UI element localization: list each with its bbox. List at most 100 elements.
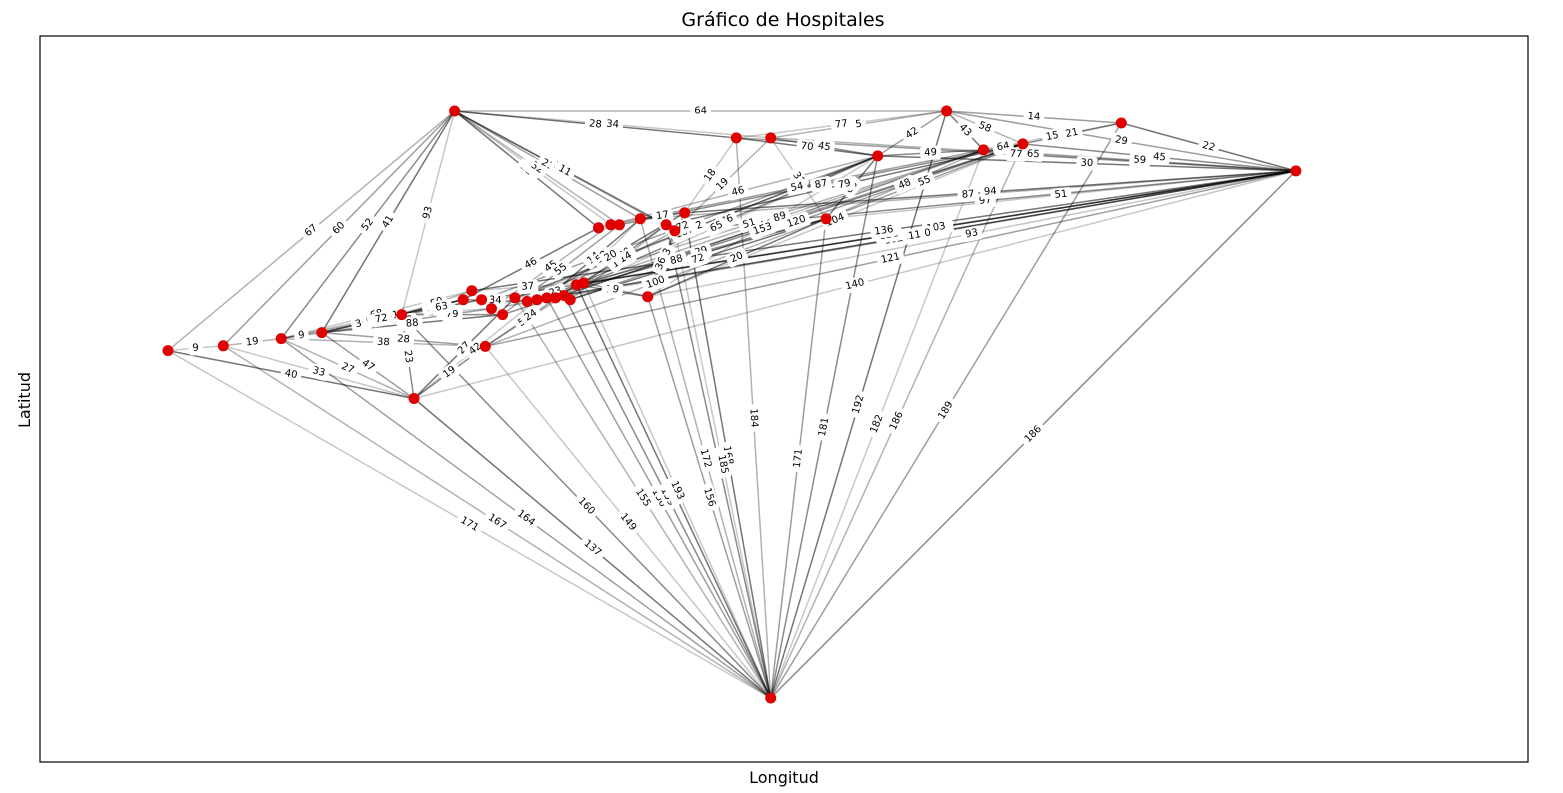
- edge-label: 24: [519, 305, 543, 326]
- edge-label: 11: [553, 160, 577, 181]
- edge-weight-label: 27: [340, 361, 356, 376]
- edge-weight-label: 46: [731, 185, 746, 199]
- hospital-node: [541, 292, 553, 304]
- edge-label: 77: [830, 116, 853, 133]
- edge-weight-label: 9: [192, 342, 199, 354]
- edge-label-background: [430, 298, 453, 316]
- hospital-node: [1017, 138, 1029, 150]
- edge-weight-label: 9: [611, 284, 620, 296]
- edge-label-background: [690, 104, 711, 118]
- hospital-node: [642, 291, 654, 303]
- edge-label-background: [833, 175, 856, 193]
- edge-weight-label: 55: [917, 174, 933, 189]
- edge-label: 193: [666, 476, 689, 505]
- edge-label: 20: [599, 245, 623, 267]
- edge-label: 136: [869, 222, 898, 240]
- hospital-node: [408, 393, 420, 404]
- edge-weight-label: 79: [446, 309, 459, 320]
- edge-label: 21: [1060, 124, 1084, 142]
- edge-weight-label: 28: [397, 333, 411, 345]
- edge-label-background: [782, 211, 811, 233]
- edge-weight-label: 87: [814, 178, 829, 191]
- edge-label-background: [840, 275, 870, 295]
- edge-weight-label: 37: [521, 281, 534, 293]
- edge-label-background: [377, 210, 399, 234]
- edge-label-background: [900, 123, 924, 144]
- edge-label: 52: [357, 213, 379, 237]
- edge-weight-label: 171: [792, 448, 805, 468]
- edge-label: 14: [1023, 109, 1045, 125]
- edge-label: 70: [796, 139, 818, 155]
- edge-label-background: [188, 340, 204, 356]
- edge-label-background: [1023, 109, 1045, 125]
- edge-label-background: [630, 483, 655, 512]
- hospital-node: [765, 692, 777, 704]
- edge-label: 38: [372, 335, 394, 350]
- edge-label-background: [327, 217, 351, 240]
- edge-weight-label: 30: [1080, 158, 1093, 169]
- edge-label: 63: [430, 298, 453, 316]
- edge-label: 14: [614, 247, 638, 268]
- edge-label: 65: [705, 217, 728, 237]
- hospital-node: [578, 277, 590, 289]
- edge-weight-label: 79: [837, 178, 852, 192]
- edge-label: 72: [686, 250, 710, 269]
- edge-label-background: [356, 355, 380, 377]
- edge-label: 29: [1110, 132, 1133, 150]
- hospital-node: [316, 327, 328, 339]
- edge-weight-label: 93: [421, 205, 435, 220]
- hospital-node: [634, 213, 646, 225]
- edge-label-background: [455, 512, 484, 537]
- edge-label: 93: [960, 225, 983, 243]
- edge-weight-label: 46: [523, 256, 539, 272]
- edge-label-background: [893, 174, 917, 195]
- edge-label-background: [599, 245, 623, 267]
- edge-weight-label: 63: [434, 301, 449, 314]
- edge-label: 88: [401, 315, 423, 332]
- edge-label: 65: [1022, 146, 1044, 162]
- hospital-node: [479, 340, 491, 352]
- edge-label-background: [399, 345, 416, 368]
- hospital-node: [521, 296, 533, 307]
- edge-weight-label: 70: [800, 141, 814, 154]
- hospital-node: [497, 309, 509, 321]
- edge-label-background: [438, 361, 462, 383]
- edge-label: 186: [885, 406, 908, 436]
- edge-weight-label: 29: [1114, 134, 1128, 147]
- edge-weight-label: 19: [245, 336, 259, 348]
- edge-label: 64: [690, 104, 711, 118]
- edge-label-background: [1005, 146, 1027, 162]
- edge-label-background: [1197, 138, 1220, 156]
- edge-label-background: [979, 184, 1001, 200]
- edge-label: 171: [790, 444, 807, 473]
- edge-label: 72: [370, 310, 393, 328]
- edge-label-background: [1148, 149, 1171, 166]
- edge-label: 153: [748, 219, 778, 240]
- edge-weight-label: 11: [556, 163, 572, 179]
- edge-label: 9: [293, 328, 310, 344]
- edge-label-background: [553, 160, 577, 181]
- edge-label: 30: [1076, 156, 1098, 171]
- edge-label: 182: [866, 409, 888, 439]
- edge-weight-label: 185: [715, 454, 730, 475]
- edge-label: 77: [1005, 146, 1027, 162]
- edge-weight-label: 192: [851, 394, 867, 415]
- edge-weight-label: 45: [817, 140, 831, 153]
- hospital-node: [1115, 117, 1127, 129]
- hospital-node: [872, 150, 884, 162]
- edge-label-background: [957, 187, 979, 203]
- edge-weight-label: 72: [374, 312, 389, 325]
- edge-label: 121: [876, 249, 905, 268]
- edge-label-background: [960, 225, 983, 243]
- hospital-node: [449, 105, 461, 117]
- edge-label: 20: [725, 248, 749, 268]
- edge-weight-label: 140: [844, 277, 865, 292]
- edge-label: 55: [913, 172, 936, 191]
- edge-label: 41: [377, 210, 399, 234]
- hospital-node: [730, 132, 742, 144]
- edge-label-background: [614, 247, 638, 268]
- edge-label: 185: [713, 450, 732, 479]
- edge-label-background: [241, 334, 264, 351]
